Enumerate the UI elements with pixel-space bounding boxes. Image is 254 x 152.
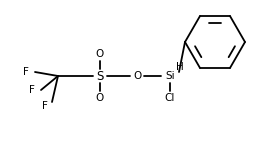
Text: S: S — [96, 69, 104, 83]
Text: Cl: Cl — [165, 93, 175, 103]
Text: H: H — [176, 62, 184, 72]
Text: O: O — [133, 71, 141, 81]
Text: F: F — [42, 101, 48, 111]
Text: Si: Si — [165, 71, 175, 81]
Text: O: O — [96, 93, 104, 103]
Text: O: O — [96, 49, 104, 59]
Text: F: F — [29, 85, 35, 95]
Text: F: F — [23, 67, 29, 77]
